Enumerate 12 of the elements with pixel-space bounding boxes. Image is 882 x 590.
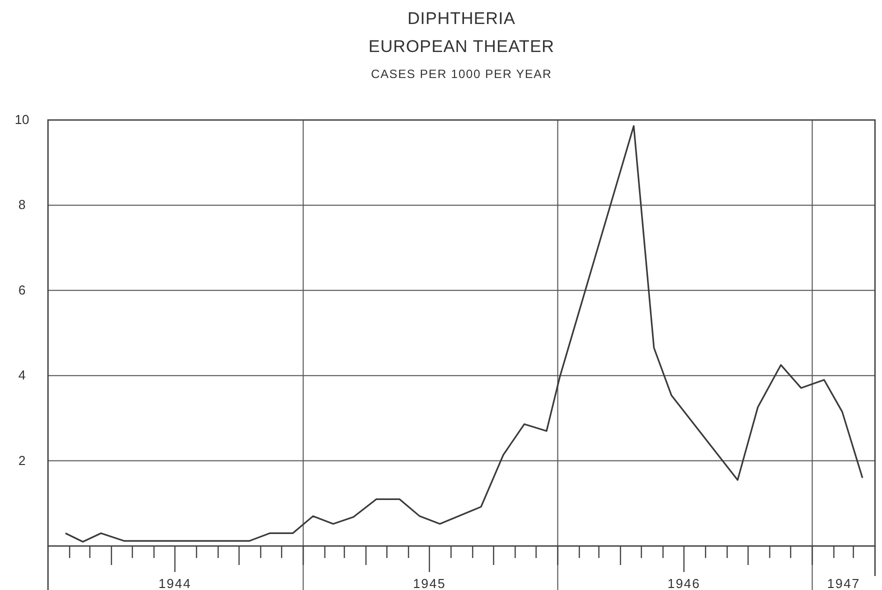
chart-title: DIPHTHERIA <box>408 9 516 28</box>
y-tick-label: 10 <box>14 112 30 127</box>
x-tick-label: 1946 <box>667 576 700 590</box>
y-axis-title: CASES PER 1000 PER YEAR <box>371 67 552 81</box>
x-tick-label: 1944 <box>158 576 192 590</box>
chart-subtitle: EUROPEAN THEATER <box>368 37 554 56</box>
y-tick-label: 8 <box>18 197 26 212</box>
y-tick-label: 2 <box>18 452 26 468</box>
y-tick-label: 6 <box>18 282 26 298</box>
x-tick-label: 1947 <box>827 576 860 590</box>
x-tick-label: 1945 <box>412 576 446 590</box>
y-tick-label: 4 <box>18 368 26 383</box>
